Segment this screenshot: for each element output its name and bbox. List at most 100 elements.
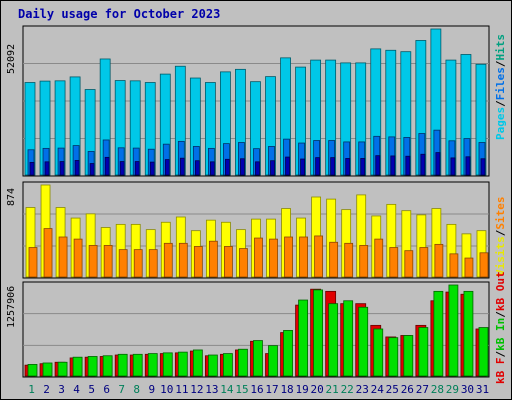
bar-kbin-day8 [132, 353, 143, 377]
x-tick-label-day5: 5 [88, 383, 95, 396]
bar-pages-day6 [104, 156, 110, 176]
bar-pages-day28 [435, 152, 441, 176]
bar-pages-day7 [119, 161, 125, 176]
bar-sites-day2 [43, 228, 53, 278]
bar-pages-day15 [240, 158, 245, 176]
bar-sites-day12 [193, 246, 203, 278]
x-tick-label-day29: 29 [446, 383, 459, 396]
bar-sites-day29 [449, 253, 459, 278]
bar-kbin-day13 [207, 354, 218, 377]
x-tick-label-day26: 26 [401, 383, 414, 396]
x-tick-label-day6: 6 [103, 383, 110, 396]
visits-legend: Visits/Sites [494, 196, 507, 277]
bar-kbin-day10 [162, 352, 173, 377]
bar-pages-day1 [29, 161, 35, 176]
hits-legend: Pages/Files/Hits [494, 34, 507, 140]
bar-pages-day21 [330, 157, 336, 176]
legend-visits: Visits [494, 236, 507, 276]
x-tick-label-day28: 28 [431, 383, 444, 396]
bar-kbin-day15 [238, 348, 248, 377]
bar-sites-day13 [208, 240, 218, 278]
bar-kbin-day30 [463, 290, 474, 377]
x-tick-label-day14: 14 [220, 383, 234, 396]
bar-kbin-day18 [283, 330, 293, 377]
bar-pages-day8 [134, 161, 140, 176]
x-tick-label-day18: 18 [280, 383, 293, 396]
bar-pages-day12 [194, 160, 200, 176]
bar-pages-day23 [360, 158, 366, 176]
bar-kbin-day11 [177, 351, 188, 377]
x-tick-label-day31: 31 [476, 383, 489, 396]
x-tick-label-day8: 8 [133, 383, 140, 396]
bar-kbin-day4 [72, 356, 83, 377]
kbytes-legend: kB F/kB In/kB Out [494, 271, 507, 384]
bar-pages-day3 [59, 161, 65, 176]
bar-sites-day17 [269, 238, 278, 278]
bar-pages-day19 [300, 158, 305, 176]
bar-kbin-day9 [147, 353, 158, 377]
x-tick-label-day9: 9 [148, 383, 155, 396]
x-tick-label-day7: 7 [118, 383, 125, 396]
bar-pages-day9 [149, 161, 155, 176]
bar-pages-day22 [345, 158, 351, 176]
bar-pages-day2 [44, 161, 50, 176]
bar-pages-day25 [390, 155, 396, 176]
x-tick-label-day25: 25 [386, 383, 399, 396]
bar-pages-day31 [480, 158, 486, 176]
x-tick-label-day1: 1 [28, 383, 35, 396]
bar-sites-day9 [148, 249, 158, 278]
bar-pages-day29 [450, 157, 456, 176]
bar-kbin-day31 [478, 327, 489, 377]
legend-sites: Sites [494, 196, 507, 230]
x-tick-label-day16: 16 [250, 383, 263, 396]
bar-pages-day30 [465, 156, 471, 176]
x-tick-label-day12: 12 [190, 383, 203, 396]
bar-pages-day4 [74, 160, 80, 176]
bar-kbin-day26 [403, 335, 414, 377]
bar-sites-day6 [103, 245, 113, 278]
x-tick-label-day10: 10 [160, 383, 173, 396]
bar-kbin-day3 [57, 361, 68, 377]
bar-sites-day23 [359, 245, 369, 278]
x-tick-label-day13: 13 [205, 383, 218, 396]
bar-kbin-day16 [253, 340, 263, 377]
bar-pages-day5 [89, 163, 95, 176]
bar-kbin-day20 [313, 289, 324, 377]
visits-ymax-label: 874 [6, 187, 17, 206]
bar-kbin-day2 [42, 362, 53, 377]
bar-sites-day10 [163, 242, 173, 278]
bar-sites-day8 [133, 249, 143, 278]
bar-pages-day14 [225, 158, 230, 176]
bar-kbin-day6 [102, 355, 113, 377]
bar-kbin-day5 [87, 356, 98, 377]
bar-pages-day13 [209, 161, 215, 176]
x-tick-label-day3: 3 [58, 383, 65, 396]
bar-pages-day18 [285, 156, 290, 176]
bar-sites-day22 [344, 242, 354, 278]
bar-sites-day1 [28, 247, 38, 278]
hits-ymax-label: 52092 [6, 43, 17, 74]
bar-pages-day10 [164, 159, 170, 176]
legend-hits: Hits [494, 34, 507, 61]
bar-kbin-day17 [268, 345, 278, 377]
bar-kbin-day22 [343, 300, 354, 377]
kbytes-ymax-label: 1257906 [6, 285, 17, 328]
bar-kbin-day27 [418, 327, 429, 377]
legend-kbout: kB Out [494, 271, 507, 312]
bar-sites-day7 [118, 249, 128, 278]
x-tick-label-day19: 19 [295, 383, 308, 396]
chart-title: Daily usage for October 2023 [18, 7, 221, 21]
bar-pages-day16 [255, 161, 260, 176]
bar-kbin-day1 [27, 364, 38, 377]
x-tick-label-day23: 23 [356, 383, 369, 396]
bar-kbin-day28 [433, 290, 444, 377]
bar-sites-day30 [464, 257, 474, 278]
bar-sites-day4 [73, 238, 83, 278]
bar-sites-day31 [479, 252, 489, 278]
bar-kbin-day25 [388, 337, 399, 377]
bar-sites-day28 [434, 243, 444, 278]
bar-pages-day17 [270, 160, 275, 176]
bar-sites-day5 [88, 245, 98, 278]
bar-sites-day26 [404, 250, 414, 278]
x-tick-label-day27: 27 [416, 383, 429, 396]
